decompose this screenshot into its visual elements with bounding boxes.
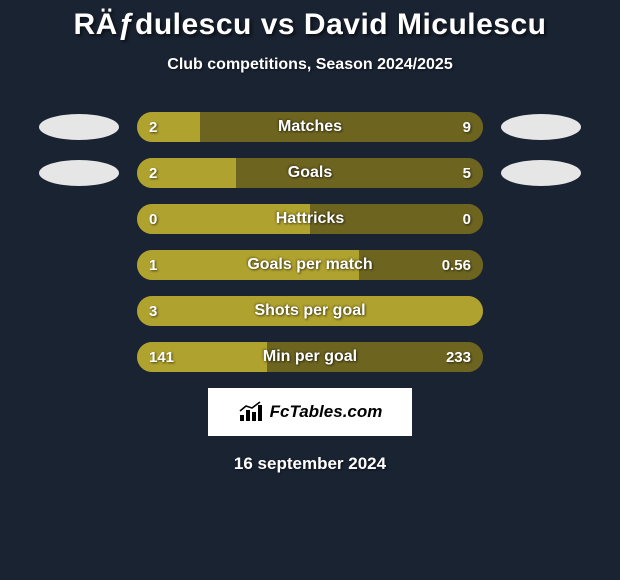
stat-row: 25Goals <box>0 158 620 188</box>
brand-badge[interactable]: FcTables.com <box>208 388 412 436</box>
stat-bar: 3Shots per goal <box>137 296 483 326</box>
bar-left-fill <box>137 204 310 234</box>
avatar-spacer <box>501 344 581 370</box>
player-left-avatar <box>39 114 119 140</box>
player-left-avatar <box>39 160 119 186</box>
brand-text: FcTables.com <box>270 402 383 422</box>
bar-left-fill <box>137 250 359 280</box>
stat-bar: 25Goals <box>137 158 483 188</box>
stats-rows: 29Matches 25Goals 00Hattricks 10.56Goals pe… <box>0 112 620 372</box>
player-right-avatar <box>501 160 581 186</box>
bar-left-fill <box>137 158 236 188</box>
stat-bar: 10.56Goals per match <box>137 250 483 280</box>
comparison-card: RÄƒdulescu vs David Miculescu Club compe… <box>0 0 620 474</box>
bar-right-fill <box>236 158 483 188</box>
stat-bar: 29Matches <box>137 112 483 142</box>
subtitle: Club competitions, Season 2024/2025 <box>0 56 620 74</box>
page-title: RÄƒdulescu vs David Miculescu <box>0 8 620 42</box>
bar-right-fill <box>359 250 483 280</box>
chart-icon <box>238 401 266 423</box>
stat-row: 141233Min per goal <box>0 342 620 372</box>
bar-left-fill <box>137 342 267 372</box>
avatar-spacer <box>39 298 119 324</box>
avatar-spacer <box>501 252 581 278</box>
stat-row: 29Matches <box>0 112 620 142</box>
avatar-spacer <box>501 206 581 232</box>
bar-right-fill <box>200 112 483 142</box>
stat-bar: 00Hattricks <box>137 204 483 234</box>
bar-left-fill <box>137 112 200 142</box>
stat-row: 3Shots per goal <box>0 296 620 326</box>
player-right-avatar <box>501 114 581 140</box>
date-text: 16 september 2024 <box>0 454 620 474</box>
avatar-spacer <box>39 252 119 278</box>
avatar-spacer <box>39 344 119 370</box>
stat-row: 10.56Goals per match <box>0 250 620 280</box>
stat-bar: 141233Min per goal <box>137 342 483 372</box>
avatar-spacer <box>501 298 581 324</box>
avatar-spacer <box>39 206 119 232</box>
stat-row: 00Hattricks <box>0 204 620 234</box>
bar-left-fill <box>137 296 483 326</box>
bar-right-fill <box>310 204 483 234</box>
bar-right-fill <box>267 342 483 372</box>
